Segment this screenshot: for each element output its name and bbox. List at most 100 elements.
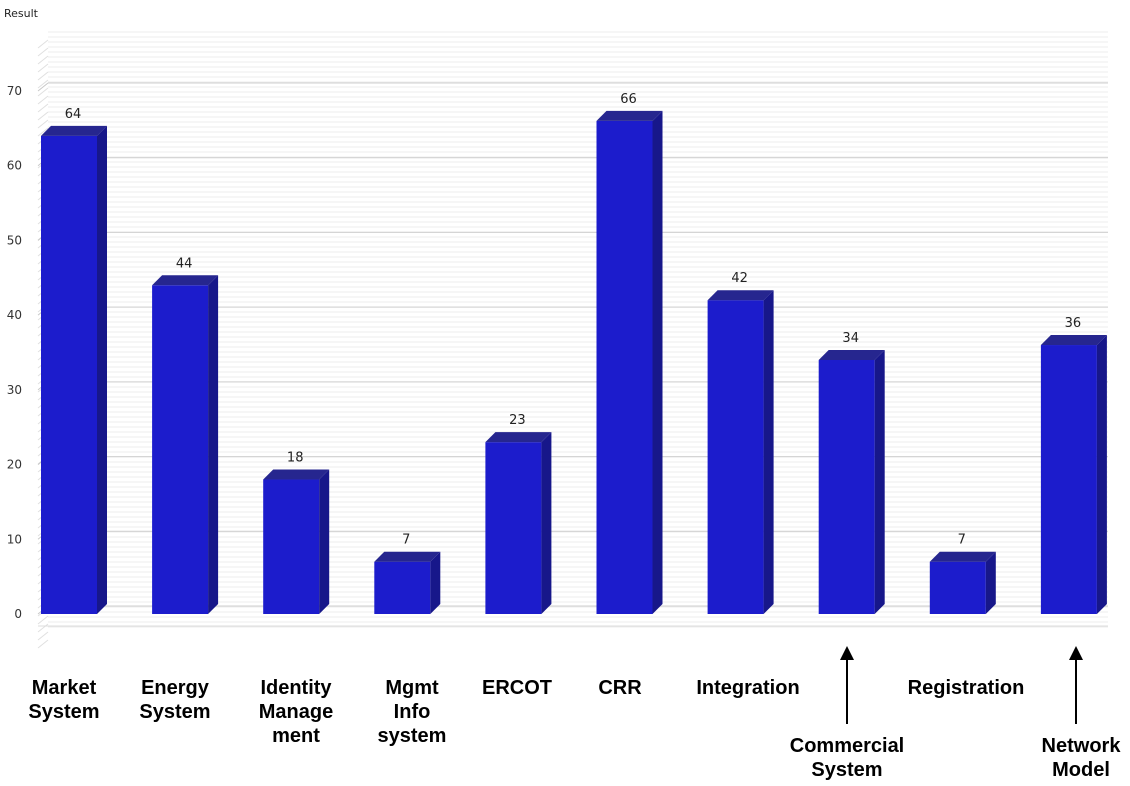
wall-hatch-line [37, 39, 49, 49]
data-label: 64 [65, 107, 82, 122]
category-label-line: ERCOT [482, 677, 552, 699]
wall-hatch-line [37, 95, 49, 105]
bar-top [374, 551, 441, 562]
category-label-line: system [378, 725, 447, 747]
wall-hatch-line [37, 55, 49, 65]
bar [152, 285, 209, 614]
bar [1040, 345, 1097, 614]
bar [929, 561, 986, 614]
category-label-line: Market [32, 677, 97, 699]
category-label-line: Network [1042, 735, 1122, 757]
wall-hatch-line [37, 639, 49, 649]
wall-hatch-line [37, 79, 49, 89]
category-label-line: Energy [141, 677, 210, 699]
bar-side [430, 551, 441, 614]
wall-hatch-line [37, 623, 49, 633]
axis-layer: 0 10 20 30 40 50 60 70 [7, 84, 22, 621]
bar [41, 135, 97, 615]
bar [596, 120, 653, 614]
category-label-line: CRR [598, 677, 642, 699]
wall-hatch-line [37, 127, 49, 137]
y-tick-label: 60 [7, 159, 22, 173]
data-label: 66 [620, 92, 637, 107]
category-label-line: Identity [260, 677, 332, 699]
category-label-line: Commercial [790, 735, 905, 757]
wall-hatch-line [37, 63, 49, 73]
wall-hatch-line [37, 47, 49, 57]
y-tick-label: 30 [7, 383, 22, 397]
bar-top [818, 349, 885, 360]
wall-hatch-line [37, 71, 49, 81]
wall-hatch-line [37, 103, 49, 113]
wall-hatch-line [37, 87, 49, 97]
bar [818, 359, 875, 614]
bar-top [152, 275, 219, 286]
arrow-layer [840, 646, 1083, 724]
category-label: ERCOT [482, 677, 552, 699]
data-label: 34 [842, 331, 859, 346]
wall-hatch-line [37, 631, 49, 641]
bar-top [263, 469, 330, 480]
bar [707, 300, 764, 614]
wall-hatch-line [37, 615, 49, 625]
data-label: 7 [958, 533, 966, 548]
category-layer: MarketSystemEnergySystemIdentityManageme… [28, 677, 1121, 781]
y-tick-label: 50 [7, 233, 22, 247]
bar-side [319, 469, 330, 614]
labels-layer: 64 44 18 7 23 66 42 34 7 36 [65, 92, 1081, 548]
y-tick-label: 0 [14, 607, 22, 621]
bar-top [485, 432, 552, 443]
pointer-arrow-head [840, 646, 854, 660]
bar [485, 442, 542, 614]
data-label: 23 [509, 413, 526, 428]
y-tick-label: 20 [7, 458, 22, 472]
category-label-line: System [811, 759, 882, 781]
category-label: Registration [908, 677, 1025, 699]
bar-top [596, 110, 663, 121]
category-label-line: System [28, 701, 99, 723]
category-label-line: Model [1052, 759, 1110, 781]
y-tick-label: 10 [7, 532, 22, 546]
category-label-line: Registration [908, 677, 1025, 699]
bar-top [929, 551, 996, 562]
bar-side [541, 432, 552, 614]
major-grid-wall [37, 82, 49, 92]
category-label-line: ment [272, 725, 320, 747]
data-label: 44 [176, 256, 193, 271]
bar-top [707, 290, 774, 301]
bar-side [985, 551, 996, 614]
bars-layer [41, 110, 1107, 615]
bar [374, 561, 431, 614]
bar-side [1096, 335, 1107, 614]
category-label-line: Info [394, 701, 431, 723]
bar [263, 479, 320, 614]
category-label: CRR [598, 677, 642, 699]
bar-side [763, 290, 774, 614]
category-label-line: Integration [696, 677, 799, 699]
y-tick-label: 40 [7, 308, 22, 322]
category-label-line: System [139, 701, 210, 723]
pointer-arrow-head [1069, 646, 1083, 660]
bar-side [652, 110, 663, 614]
bar-top [1040, 335, 1107, 346]
bar-side [208, 275, 219, 614]
category-label: Integration [696, 677, 799, 699]
wall-hatch-line [37, 111, 49, 121]
data-label: 7 [402, 533, 410, 548]
data-label: 42 [731, 271, 748, 286]
y-tick-label: 70 [7, 84, 22, 98]
bar-side [97, 125, 107, 614]
bar-side [874, 349, 885, 614]
bar-top [41, 125, 107, 136]
y-axis-title: Result [4, 7, 39, 20]
data-label: 36 [1065, 316, 1082, 331]
category-label-line: Manage [259, 701, 333, 723]
data-label: 18 [287, 451, 304, 466]
